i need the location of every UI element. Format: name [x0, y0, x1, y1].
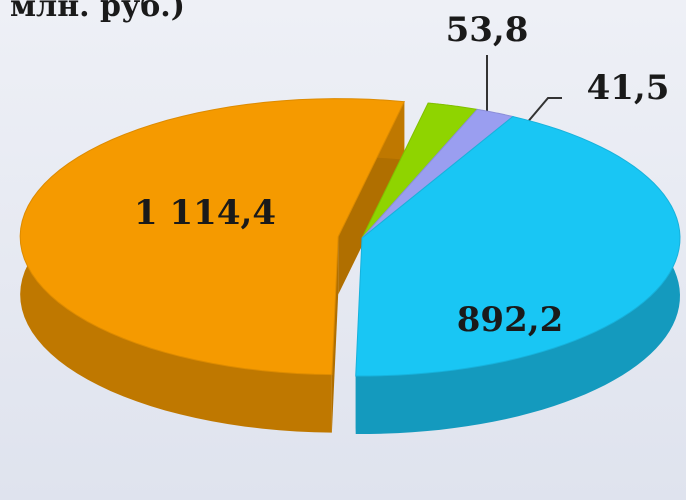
slice — [361, 102, 479, 239]
data-label: 892,2 — [457, 300, 563, 340]
chart-title: млн. руб.) — [10, 0, 185, 24]
slice — [19, 98, 406, 376]
slice-tops — [19, 98, 681, 377]
data-label: 41,5 — [587, 68, 670, 108]
slice — [361, 108, 514, 239]
data-label: 1 114,4 — [134, 193, 276, 233]
data-label: 53,8 — [446, 10, 529, 50]
slice-wall — [331, 236, 339, 433]
slice — [355, 115, 681, 377]
leader-line — [525, 97, 562, 125]
